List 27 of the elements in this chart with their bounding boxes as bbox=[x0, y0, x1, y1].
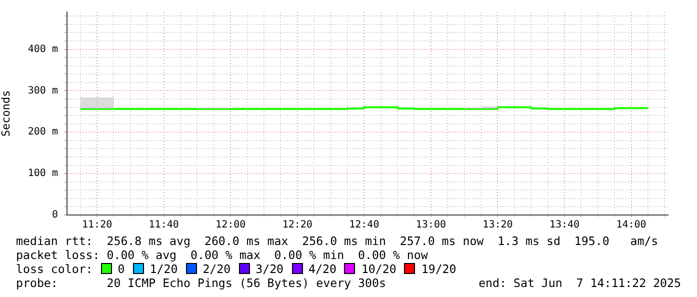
x-tick-label: 12:40 bbox=[349, 220, 380, 231]
text: packet loss: 0.00 % avg 0.00 % max 0.00 % min 0.00 % now bbox=[16, 248, 428, 262]
text: 1/20 bbox=[150, 262, 178, 276]
x-tick-label: 13:40 bbox=[549, 220, 580, 231]
x-tick-label: 11:40 bbox=[148, 220, 179, 231]
text: 19/20 bbox=[421, 262, 456, 276]
text: 10/20 bbox=[361, 262, 396, 276]
y-tick-label: 0 bbox=[52, 210, 58, 221]
text: 2/20 bbox=[202, 262, 231, 276]
y-tick-label: 300 m bbox=[28, 85, 58, 96]
text: median rtt: 256.8 ms avg 260.0 ms max 256.0 ms min 257.0 ms now 1.3 ms sd 195.0 am/s bbox=[16, 234, 658, 248]
x-tick-label: 12:20 bbox=[282, 220, 312, 231]
x-tick-label: 13:20 bbox=[482, 220, 513, 231]
y-tick-label: 100 m bbox=[28, 168, 58, 180]
text: 3/20 bbox=[256, 262, 284, 276]
text: probe: 20 ICMP Echo Pings (56 Bytes) every 300s bbox=[16, 276, 386, 290]
y-axis-title: Seconds bbox=[0, 90, 12, 137]
y-tick-label: 200 m bbox=[28, 126, 58, 138]
text: end: Sat Jun 7 14:11:22 2025 bbox=[478, 276, 681, 290]
x-tick-label: 12:00 bbox=[216, 220, 246, 231]
x-tick-label: 11:20 bbox=[82, 220, 112, 231]
x-tick-label: 13:00 bbox=[416, 220, 446, 231]
text: 0 bbox=[118, 262, 125, 276]
y-tick-label: 400 m bbox=[28, 44, 58, 55]
text: 4/20 bbox=[308, 262, 336, 276]
text: loss color: bbox=[16, 262, 93, 276]
x-tick-label: 14:00 bbox=[616, 220, 646, 231]
